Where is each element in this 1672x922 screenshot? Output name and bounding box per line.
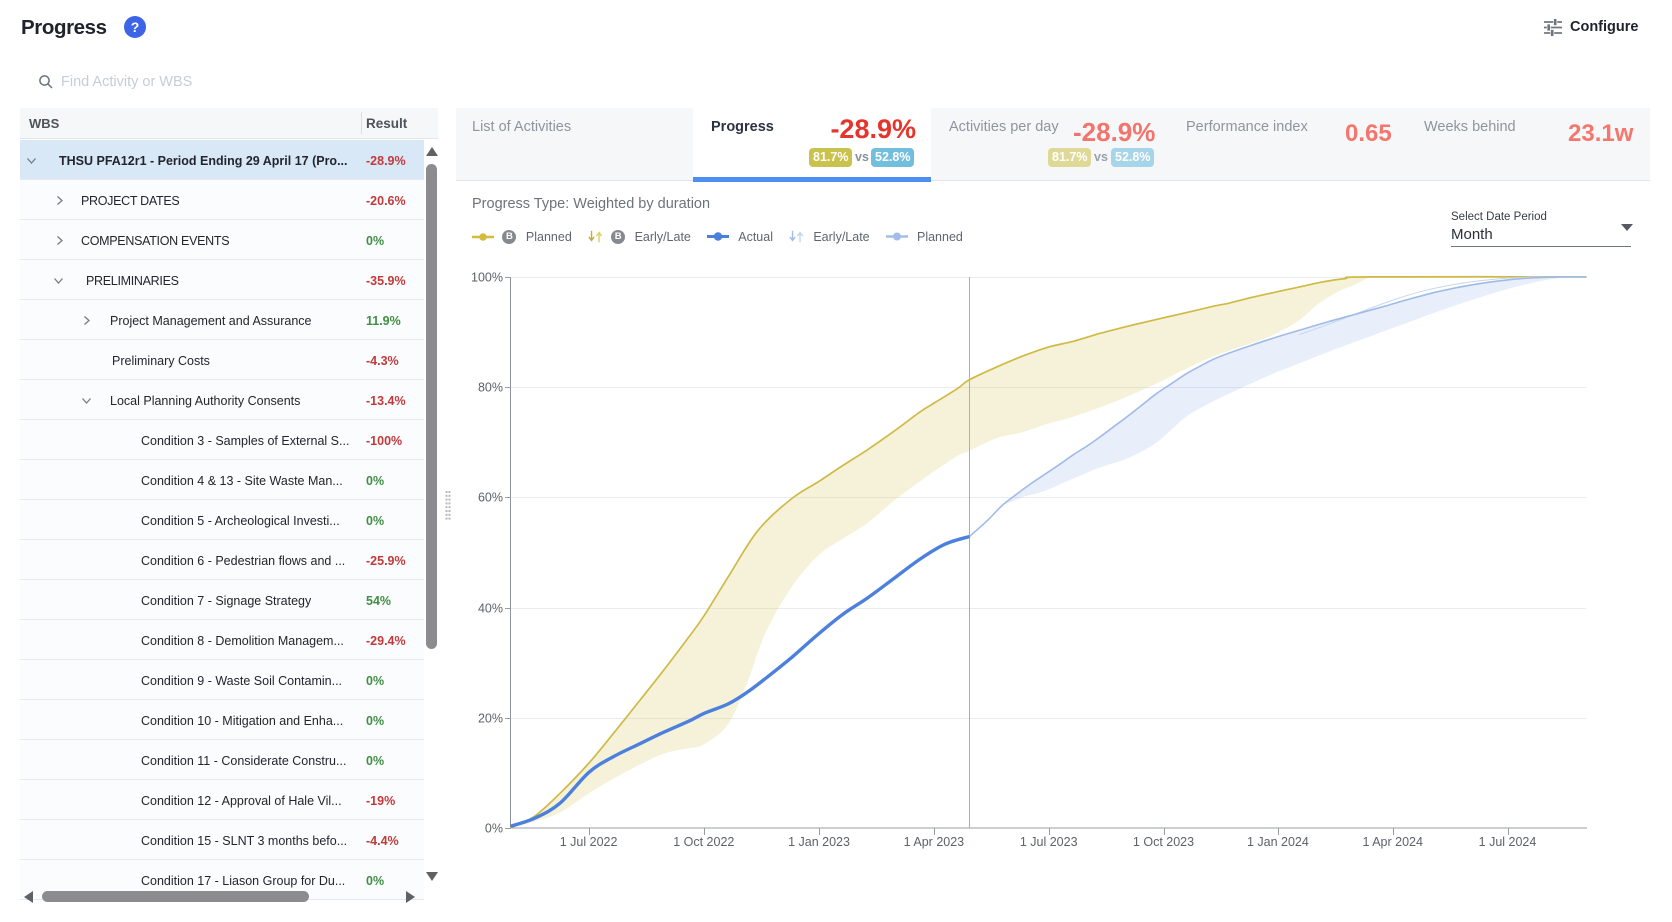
svg-text:20%: 20% [478,712,503,726]
svg-text:1 Jul 2024: 1 Jul 2024 [1479,835,1537,849]
svg-text:1 Apr 2024: 1 Apr 2024 [1362,835,1423,849]
svg-text:1 Oct 2023: 1 Oct 2023 [1133,835,1194,849]
svg-text:1 Jan 2023: 1 Jan 2023 [788,835,850,849]
svg-text:80%: 80% [478,381,503,395]
svg-text:1 Jan 2024: 1 Jan 2024 [1247,835,1309,849]
svg-text:40%: 40% [478,602,503,616]
svg-text:100%: 100% [471,271,503,285]
svg-text:60%: 60% [478,491,503,505]
svg-text:1 Oct 2022: 1 Oct 2022 [673,835,734,849]
svg-text:1 Apr 2023: 1 Apr 2023 [904,835,965,849]
svg-text:1 Jul 2023: 1 Jul 2023 [1020,835,1078,849]
svg-text:0%: 0% [485,822,503,836]
svg-text:1 Jul 2022: 1 Jul 2022 [560,835,618,849]
